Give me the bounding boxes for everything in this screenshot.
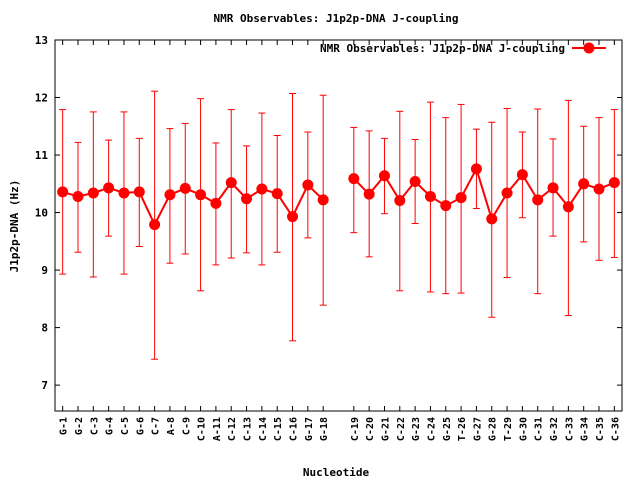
data-point — [195, 189, 207, 201]
x-tick-label: C-20 — [365, 417, 376, 441]
x-tick-label: G-17 — [304, 417, 315, 441]
x-tick-label: G-2 — [74, 417, 85, 435]
y-tick-label: 9 — [41, 264, 48, 277]
x-tick-label: G-34 — [580, 417, 591, 441]
data-point — [486, 213, 498, 225]
y-tick-label: 12 — [35, 92, 48, 105]
x-tick-label: A-11 — [212, 417, 223, 441]
x-tick-label: G-25 — [442, 417, 453, 441]
y-axis-label: J1p2p-DNA (Hz) — [8, 180, 21, 273]
x-tick-label: C-15 — [273, 417, 284, 441]
x-tick-label: T-26 — [457, 417, 468, 441]
x-tick-label: C-14 — [258, 417, 269, 441]
data-point — [225, 177, 237, 189]
legend-marker — [583, 42, 595, 54]
data-point — [424, 190, 436, 202]
data-point — [378, 170, 390, 182]
y-tick-label: 8 — [41, 322, 48, 335]
x-tick-label: C-36 — [610, 417, 621, 441]
x-tick-label: G-6 — [135, 417, 146, 435]
x-tick-label: G-4 — [105, 417, 116, 435]
x-tick-label: G-18 — [319, 417, 330, 441]
series-line — [62, 181, 324, 227]
data-point — [440, 200, 452, 212]
series-line — [353, 166, 615, 222]
x-tick-label: C-16 — [289, 417, 300, 441]
data-point — [72, 190, 84, 202]
data-point — [118, 187, 130, 199]
data-point — [87, 187, 99, 199]
data-point — [501, 187, 513, 199]
data-point — [317, 194, 329, 206]
data-point — [179, 182, 191, 194]
x-tick-label: C-12 — [227, 417, 238, 441]
data-point — [394, 194, 406, 206]
data-point — [256, 183, 268, 195]
data-point — [149, 219, 161, 231]
y-tick-label: 7 — [41, 379, 48, 392]
y-tick-label: 11 — [35, 149, 49, 162]
data-point — [271, 188, 283, 200]
legend-label: NMR Observables: J1p2p-DNA J-coupling — [320, 42, 565, 55]
data-point — [210, 197, 222, 209]
data-point — [547, 182, 559, 194]
y-tick-label: 13 — [35, 34, 48, 47]
data-points — [57, 163, 620, 231]
x-tick-label: C-10 — [197, 417, 208, 441]
data-point — [532, 194, 544, 206]
x-tick-label: G-23 — [411, 417, 422, 441]
data-point — [363, 188, 375, 200]
x-tick-label: G-30 — [518, 417, 529, 441]
data-point — [470, 163, 482, 175]
x-tick-label: G-21 — [380, 417, 391, 441]
axis-ticks: 7 8 9 10 11 12 13 G-1 G-2 C-3 G-4 C-5 G-6 C-7 A-8 C-9 C-… — [35, 34, 622, 441]
x-tick-label: C-19 — [350, 417, 361, 441]
x-tick-label: G-28 — [488, 417, 499, 441]
x-tick-label: C-5 — [120, 417, 131, 435]
series-lines — [62, 166, 615, 227]
data-point — [164, 189, 176, 201]
data-point — [103, 182, 115, 194]
data-point — [302, 179, 314, 191]
data-point — [241, 193, 253, 205]
x-tick-label: C-7 — [151, 417, 162, 435]
error-bars — [59, 90, 618, 360]
x-tick-label: C-31 — [534, 417, 545, 441]
chart-title: NMR Observables: J1p2p-DNA J-coupling — [213, 12, 458, 25]
x-tick-label: C-33 — [564, 417, 575, 441]
data-point — [578, 178, 590, 190]
data-point — [593, 183, 605, 195]
data-point — [608, 177, 620, 189]
data-point — [516, 169, 528, 181]
x-tick-label: C-3 — [89, 417, 100, 435]
x-tick-label: A-8 — [166, 417, 177, 435]
x-tick-label: C-35 — [595, 417, 606, 441]
x-tick-label: T-29 — [503, 417, 514, 441]
x-tick-label: G-32 — [549, 417, 560, 441]
y-tick-label: 10 — [35, 207, 48, 220]
x-tick-label: C-24 — [426, 417, 437, 441]
data-point — [287, 211, 299, 223]
data-point — [348, 173, 360, 185]
data-point — [133, 186, 145, 198]
x-tick-label: G-27 — [472, 417, 483, 441]
plot-frame — [54, 39, 623, 412]
x-tick-label: C-22 — [396, 417, 407, 441]
data-point — [562, 201, 574, 213]
x-tick-label: C-9 — [181, 417, 192, 435]
x-tick-label: G-1 — [59, 417, 70, 435]
data-point — [57, 186, 69, 198]
data-point — [409, 175, 421, 187]
data-point — [455, 192, 467, 204]
x-axis-label: Nucleotide — [303, 466, 370, 479]
x-tick-label: C-13 — [243, 417, 254, 441]
legend: NMR Observables: J1p2p-DNA J-coupling — [320, 42, 606, 55]
